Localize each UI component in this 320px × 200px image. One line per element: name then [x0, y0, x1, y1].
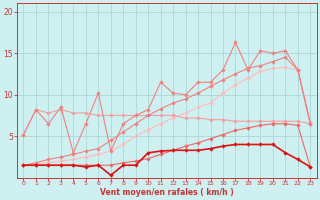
X-axis label: Vent moyen/en rafales ( km/h ): Vent moyen/en rafales ( km/h ): [100, 188, 234, 197]
